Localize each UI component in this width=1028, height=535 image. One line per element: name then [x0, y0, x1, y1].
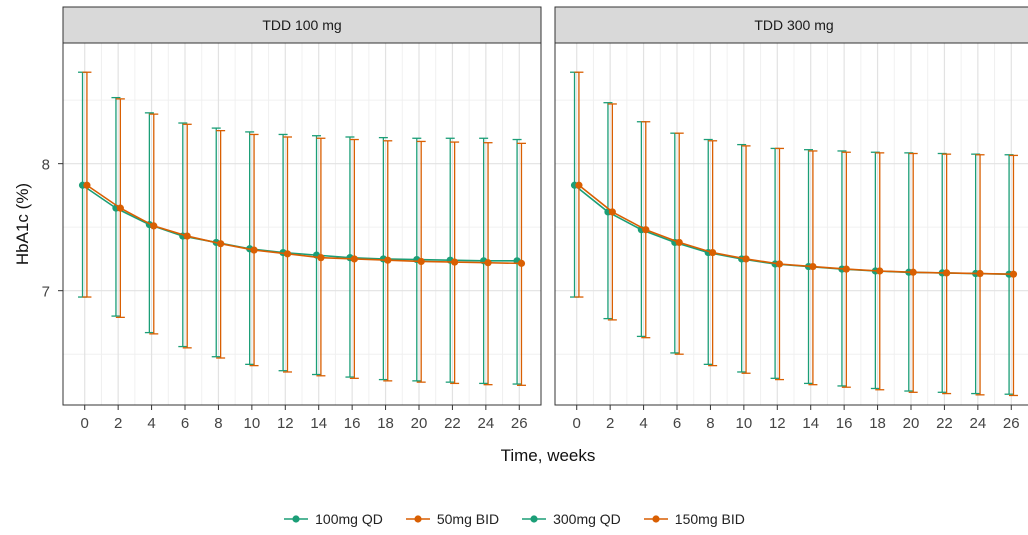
x-tick-label-10: 10	[736, 415, 753, 432]
y-tick-label-8: 8	[42, 157, 50, 174]
x-tick-label-26: 26	[511, 415, 528, 432]
chart-legend: 100mg QD 50mg BID 300mg QD 150mg BID	[0, 506, 1028, 532]
data-point-150mg-bid-w2	[608, 208, 616, 216]
x-tick-label-20: 20	[411, 415, 428, 432]
panel-title-1: TDD 100 mg	[262, 17, 341, 33]
x-tick-label-22: 22	[444, 415, 461, 432]
x-tick-label-16: 16	[344, 415, 361, 432]
data-point-50mg-bid-w6	[183, 232, 191, 240]
x-tick-label-22: 22	[936, 415, 953, 432]
data-point-50mg-bid-w26	[517, 259, 526, 267]
legend-label-1: 100mg QD	[315, 511, 383, 527]
x-tick-label-16: 16	[836, 415, 853, 432]
legend-key-4	[643, 515, 668, 523]
data-point-150mg-bid-w12	[775, 260, 784, 268]
data-point-50mg-bid-w22	[451, 258, 459, 266]
x-tick-label-2: 2	[114, 415, 122, 432]
x-tick-label-8: 8	[706, 415, 714, 432]
x-tick-label-8: 8	[214, 415, 222, 432]
x-tick-label-20: 20	[903, 415, 920, 432]
legend-item-2: 50mg BID	[405, 511, 499, 527]
data-point-50mg-bid-w14	[317, 254, 325, 262]
legend-label-2: 50mg BID	[436, 511, 500, 527]
x-tick-label-14: 14	[802, 415, 819, 432]
x-tick-label-4: 4	[639, 415, 647, 432]
data-point-150mg-bid-w18	[876, 267, 884, 275]
x-tick-label-2: 2	[606, 415, 614, 432]
data-point-150mg-bid-w16	[842, 265, 850, 273]
data-point-150mg-bid-w14	[809, 262, 817, 271]
data-point-50mg-bid-w24	[484, 259, 492, 267]
data-point-150mg-bid-w0	[575, 181, 583, 189]
data-point-150mg-bid-w8	[709, 248, 717, 257]
legend-item-4: 150mg BID	[643, 511, 745, 527]
x-tick-label-0: 0	[81, 415, 89, 432]
data-point-150mg-bid-w24	[976, 269, 984, 278]
panel-border-1	[62, 42, 542, 406]
x-tick-label-10: 10	[244, 415, 261, 432]
legend-label-4: 150mg BID	[674, 511, 745, 527]
y-axis-title: HbA1c (%)	[13, 183, 32, 265]
data-point-50mg-bid-w4	[150, 222, 158, 230]
x-axis-title: Time, weeks	[501, 446, 596, 465]
legend-key-3	[522, 515, 547, 523]
x-tick-label-26: 26	[1003, 415, 1020, 432]
data-point-150mg-bid-w10	[742, 255, 750, 263]
x-tick-label-24: 24	[970, 415, 987, 432]
panel-strip-1	[62, 6, 542, 44]
series-line-150mg-bid	[578, 184, 1014, 275]
legend-key-1	[284, 515, 309, 523]
data-point-50mg-bid-w12	[283, 250, 292, 258]
panel-title-2: TDD 300 mg	[754, 17, 833, 33]
legend-key-2	[405, 515, 430, 523]
data-point-50mg-bid-w18	[384, 256, 392, 264]
legend-item-1: 100mg QD	[283, 511, 383, 527]
legend-label-3: 300mg QD	[553, 511, 621, 527]
data-point-150mg-bid-w26	[1009, 270, 1018, 278]
data-point-150mg-bid-w22	[943, 269, 951, 277]
data-point-150mg-bid-w6	[675, 238, 683, 247]
data-point-150mg-bid-w20	[909, 268, 917, 276]
panel-strip-2	[554, 6, 1028, 44]
x-tick-label-14: 14	[310, 415, 327, 432]
x-tick-label-18: 18	[869, 415, 886, 432]
x-tick-label-12: 12	[277, 415, 294, 432]
y-tick-label-7: 7	[42, 284, 50, 301]
x-tick-label-24: 24	[478, 415, 495, 432]
data-point-50mg-bid-w2	[116, 204, 124, 212]
panel-background-2	[555, 43, 1028, 405]
data-point-150mg-bid-w4	[642, 226, 650, 234]
data-point-50mg-bid-w0	[83, 181, 91, 189]
x-tick-label-18: 18	[377, 415, 394, 432]
series-line-50mg-bid	[86, 184, 522, 265]
data-point-50mg-bid-w10	[250, 246, 258, 254]
legend-item-3: 300mg QD	[521, 511, 621, 527]
data-point-50mg-bid-w20	[417, 257, 425, 266]
x-tick-label-12: 12	[769, 415, 786, 432]
x-tick-label-6: 6	[181, 415, 189, 432]
x-tick-label-6: 6	[673, 415, 681, 432]
x-tick-label-0: 0	[573, 415, 581, 432]
data-point-50mg-bid-w8	[217, 240, 225, 248]
data-point-50mg-bid-w16	[350, 255, 358, 263]
x-tick-label-4: 4	[147, 415, 155, 432]
panel-border-2	[554, 42, 1028, 406]
